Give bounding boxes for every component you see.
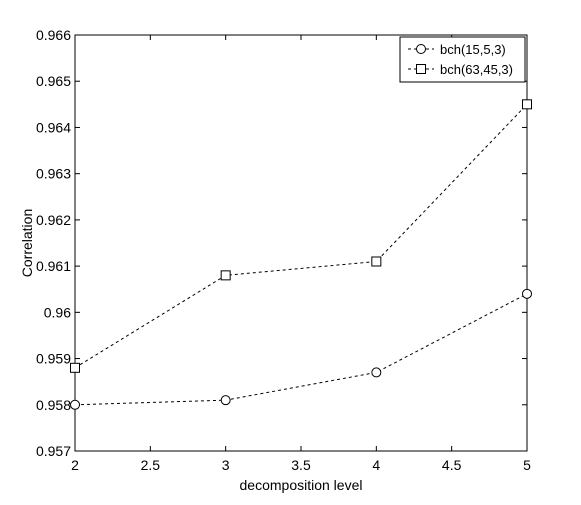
x-tick-label: 2.5 bbox=[141, 457, 161, 473]
x-tick-label: 5 bbox=[523, 457, 531, 473]
legend-marker-circle bbox=[416, 44, 426, 54]
y-tick-label: 0.961 bbox=[36, 258, 71, 274]
y-tick-label: 0.965 bbox=[36, 73, 71, 89]
x-axis-label: decomposition level bbox=[240, 477, 363, 493]
y-axis-label: Correlation bbox=[19, 209, 35, 277]
series-line-2 bbox=[74, 103, 528, 369]
y-tick-label: 0.964 bbox=[36, 119, 71, 135]
y-tick-label: 0.96 bbox=[44, 304, 71, 320]
y-tick-label: 0.963 bbox=[36, 166, 71, 182]
y-axis: 0.957 0.958 0.959 0.96 0.961 0.962 0.963 0.964 0… bbox=[36, 27, 527, 459]
x-tick-label: 2 bbox=[71, 457, 79, 473]
y-tick-label: 0.959 bbox=[36, 351, 71, 367]
data-point-square bbox=[371, 256, 382, 267]
y-tick-label: 0.966 bbox=[36, 27, 71, 43]
x-tick-label: 4 bbox=[372, 457, 380, 473]
legend-marker-square bbox=[416, 64, 426, 74]
data-point-square bbox=[522, 99, 532, 110]
data-point-circle bbox=[371, 367, 382, 378]
plot-frame bbox=[74, 34, 528, 452]
legend: bch(15,5,3) bch(63,45,3) bbox=[399, 36, 526, 83]
x-tick-label: 3 bbox=[222, 457, 230, 473]
x-axis: 2 2.5 3 3.5 4 4.5 5 bbox=[71, 35, 531, 473]
data-point-square bbox=[70, 362, 80, 373]
y-tick-label: 0.957 bbox=[36, 443, 71, 459]
data-point-circle bbox=[220, 395, 231, 406]
legend-label-2: bch(63,45,3) bbox=[440, 62, 513, 77]
data-point-circle bbox=[70, 399, 80, 410]
series-layer bbox=[70, 99, 532, 410]
x-tick-label: 3.5 bbox=[291, 457, 311, 473]
legend-label-1: bch(15,5,3) bbox=[440, 42, 506, 57]
x-tick-label: 4.5 bbox=[442, 457, 462, 473]
data-point-circle bbox=[522, 288, 532, 299]
data-point-square bbox=[220, 270, 231, 281]
y-tick-label: 0.962 bbox=[36, 212, 71, 228]
y-tick-label: 0.958 bbox=[36, 397, 71, 413]
